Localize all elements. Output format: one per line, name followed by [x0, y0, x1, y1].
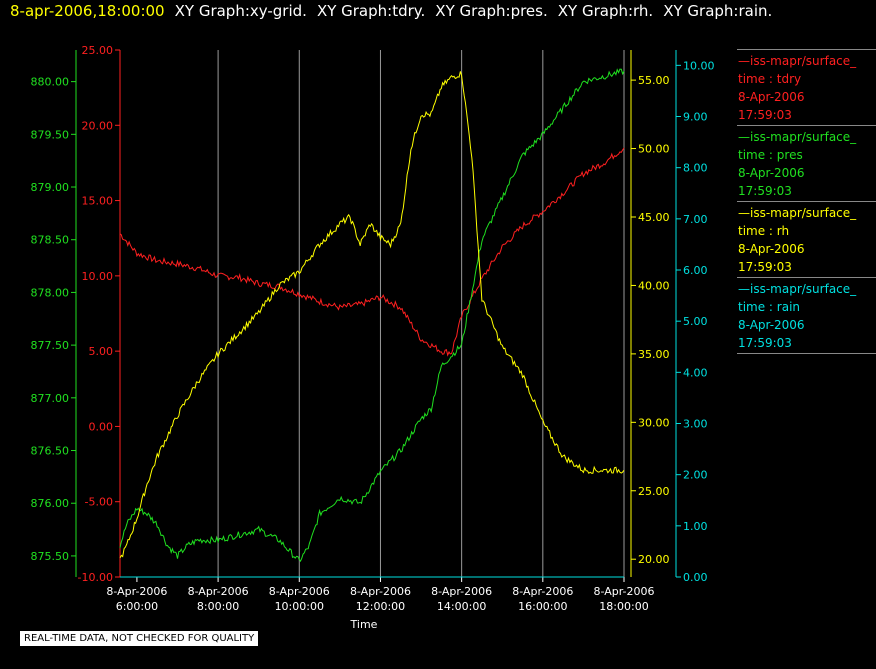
x-tick-date-label: 8-Apr-2006: [188, 585, 249, 598]
y-tick-label-rain: 3.00: [683, 418, 708, 431]
header-graph-xy-grid: XY Graph:xy-grid.: [174, 2, 307, 20]
y-tick-label-rh: 20.00: [638, 553, 670, 566]
y-tick-label-rh: 40.00: [638, 279, 670, 292]
header-timestamp: 8-apr-2006,18:00:00: [10, 2, 165, 20]
x-tick-date-label: 8-Apr-2006: [106, 585, 167, 598]
legend-field: time : rain: [738, 300, 801, 314]
legend: —iss-mapr/surface_ time : tdry 8-Apr-200…: [737, 49, 876, 354]
x-tick-time-label: 6:00:00: [116, 600, 158, 613]
legend-series-name: —iss-mapr/surface_: [738, 130, 857, 144]
y-tick-label-pres: 878.00: [31, 286, 70, 299]
legend-time: 17:59:03: [738, 260, 792, 274]
x-tick-time-label: 14:00:00: [437, 600, 486, 613]
header-graph-tdry: XY Graph:tdry.: [316, 2, 426, 20]
header-graph-rh: XY Graph:rh.: [557, 2, 654, 20]
x-tick-date-label: 8-Apr-2006: [350, 585, 411, 598]
legend-entry-tdry[interactable]: —iss-mapr/surface_ time : tdry 8-Apr-200…: [737, 49, 876, 125]
x-tick-time-label: 8:00:00: [197, 600, 239, 613]
y-tick-label-rh: 55.00: [638, 74, 670, 87]
legend-date: 8-Apr-2006: [738, 318, 805, 332]
header-graph-pres: XY Graph:pres.: [435, 2, 548, 20]
y-tick-label-rain: 9.00: [683, 111, 708, 124]
legend-time: 17:59:03: [738, 184, 792, 198]
y-tick-label-pres: 875.50: [31, 550, 70, 563]
legend-date: 8-Apr-2006: [738, 90, 805, 104]
y-tick-label-tdry: 25.00: [82, 44, 114, 57]
y-tick-label-tdry: 15.00: [82, 195, 114, 208]
x-tick-time-label: 12:00:00: [356, 600, 405, 613]
legend-time: 17:59:03: [738, 336, 792, 350]
quality-disclaimer: REAL-TIME DATA, NOT CHECKED FOR QUALITY: [20, 631, 259, 646]
y-tick-label-pres: 879.50: [31, 128, 70, 141]
y-tick-label-tdry: -5.00: [85, 496, 113, 509]
y-tick-label-pres: 880.00: [31, 76, 70, 89]
y-tick-label-pres: 876.50: [31, 445, 70, 458]
legend-series-name: —iss-mapr/surface_: [738, 206, 857, 220]
y-tick-label-rh: 35.00: [638, 348, 670, 361]
legend-entry-pres[interactable]: —iss-mapr/surface_ time : pres 8-Apr-200…: [737, 125, 876, 201]
x-tick-date-label: 8-Apr-2006: [512, 585, 573, 598]
y-tick-label-tdry: -10.00: [78, 571, 113, 584]
y-tick-label-rh: 45.00: [638, 211, 670, 224]
y-tick-label-pres: 876.00: [31, 497, 70, 510]
legend-entry-rh[interactable]: —iss-mapr/surface_ time : rh 8-Apr-2006 …: [737, 201, 876, 277]
y-tick-label-pres: 878.50: [31, 234, 70, 247]
y-tick-label-rain: 2.00: [683, 469, 708, 482]
y-tick-label-tdry: 10.00: [82, 270, 114, 283]
y-tick-label-tdry: 5.00: [89, 345, 114, 358]
y-tick-label-tdry: 20.00: [82, 119, 114, 132]
y-tick-label-rain: 8.00: [683, 162, 708, 175]
x-axis-title: Time: [350, 618, 378, 631]
legend-date: 8-Apr-2006: [738, 166, 805, 180]
legend-field: time : pres: [738, 148, 803, 162]
legend-series-name: —iss-mapr/surface_: [738, 282, 857, 296]
legend-date: 8-Apr-2006: [738, 242, 805, 256]
legend-time: 17:59:03: [738, 108, 792, 122]
x-tick-date-label: 8-Apr-2006: [593, 585, 654, 598]
x-tick-date-label: 8-Apr-2006: [269, 585, 330, 598]
header-graph-rain: XY Graph:rain.: [663, 2, 773, 20]
y-tick-label-rh: 25.00: [638, 485, 670, 498]
x-tick-date-label: 8-Apr-2006: [431, 585, 492, 598]
series-line-rh: [119, 71, 625, 559]
x-tick-time-label: 16:00:00: [518, 600, 567, 613]
y-tick-label-tdry: 0.00: [89, 420, 114, 433]
series-line-tdry: [119, 147, 625, 357]
y-tick-label-rain: 7.00: [683, 213, 708, 226]
y-tick-label-pres: 877.50: [31, 339, 70, 352]
y-tick-label-rain: 1.00: [683, 520, 708, 533]
y-tick-label-pres: 879.00: [31, 181, 70, 194]
legend-entry-rain[interactable]: —iss-mapr/surface_ time : rain 8-Apr-200…: [737, 277, 876, 354]
x-tick-time-label: 10:00:00: [275, 600, 324, 613]
y-tick-label-rain: 10.00: [683, 59, 715, 72]
y-tick-label-rain: 0.00: [683, 571, 708, 584]
y-tick-label-rain: 5.00: [683, 315, 708, 328]
y-tick-label-rain: 4.00: [683, 366, 708, 379]
legend-series-name: —iss-mapr/surface_: [738, 54, 857, 68]
y-tick-label-rh: 50.00: [638, 143, 670, 156]
y-tick-label-rain: 6.00: [683, 264, 708, 277]
y-tick-label-pres: 877.00: [31, 392, 70, 405]
legend-field: time : rh: [738, 224, 790, 238]
series-line-pres: [119, 68, 625, 563]
graph-title-bar: 8-apr-2006,18:00:00 XY Graph:xy-grid. XY G…: [10, 2, 782, 20]
legend-field: time : tdry: [738, 72, 802, 86]
x-tick-time-label: 18:00:00: [599, 600, 648, 613]
y-tick-label-rh: 30.00: [638, 416, 670, 429]
